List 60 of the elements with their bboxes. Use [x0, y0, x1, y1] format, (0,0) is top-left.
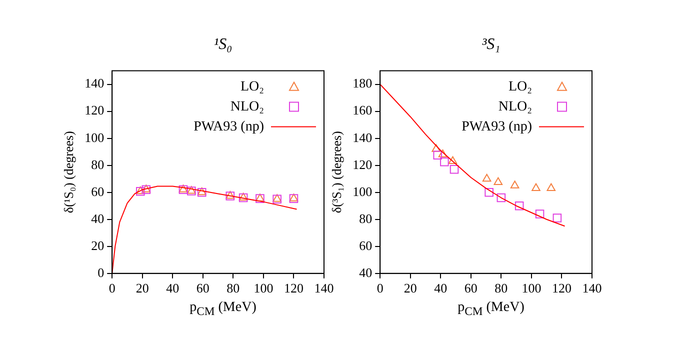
x-axis-title: p$_{CM}$ (MeV) [456, 300, 526, 318]
y-tick-label: 40 [359, 264, 372, 280]
x-tick-label: 60 [464, 280, 478, 296]
x-tick-label: 40 [434, 280, 448, 296]
point [432, 144, 440, 152]
x-tick-label: 60 [196, 280, 210, 296]
y-tick-label: 60 [359, 238, 372, 253]
x-tick-label: 20 [404, 280, 417, 296]
x-tick-label: 80 [494, 280, 508, 296]
point [433, 150, 442, 160]
point [450, 165, 459, 174]
y-tick-label: 100 [84, 130, 104, 145]
point [438, 150, 448, 158]
point [532, 183, 540, 192]
point [484, 188, 494, 197]
y-tick-label: 120 [84, 102, 104, 118]
y-tick-label: 120 [352, 156, 372, 172]
legend-label: PWA93 (np) [194, 119, 264, 134]
y-axis-title: δ(³S₁) (degrees) [329, 131, 344, 214]
chart-title: ³S₁ [480, 36, 502, 55]
x-axis-title: p$_{CM}$ (MeV) [188, 300, 258, 318]
point [535, 210, 544, 218]
y-tick-label: 180 [352, 76, 372, 91]
legend-label: NLO₂ [498, 99, 532, 114]
y-tick-label: 80 [91, 156, 104, 172]
point [448, 156, 458, 164]
legend-label: LO₂ [508, 79, 532, 94]
point [546, 183, 556, 192]
y-axis-title: δ(¹S₀) (degrees) [61, 131, 76, 214]
legend-label: NLO₂ [230, 99, 264, 114]
legend-label: PWA93 (np) [462, 119, 532, 134]
x-tick-label: 20 [136, 280, 149, 296]
point [440, 157, 449, 166]
y-tick-label: 80 [359, 210, 372, 226]
x-tick-label: 140 [582, 280, 602, 296]
y-tick-label: 140 [84, 76, 104, 91]
x-tick-label: 40 [166, 280, 180, 296]
x-tick-label: 0 [108, 280, 116, 296]
y-tick-label: 20 [91, 238, 104, 253]
point [514, 201, 524, 210]
x-tick-label: 100 [522, 280, 542, 296]
y-tick-label: 40 [91, 210, 104, 226]
legend-label: LO₂ [240, 79, 264, 94]
point [552, 214, 562, 222]
x-tick-label: 100 [254, 280, 274, 296]
chart-title: ¹S₀ [212, 36, 234, 55]
point [510, 180, 520, 188]
x-tick-label: 120 [284, 280, 304, 296]
point [496, 193, 506, 202]
point [482, 174, 492, 182]
x-tick-label: 80 [226, 280, 240, 296]
y-tick-label: 140 [352, 130, 372, 145]
x-tick-label: 120 [552, 280, 572, 296]
y-tick-label: 160 [352, 102, 372, 118]
x-tick-label: 0 [376, 280, 384, 296]
y-tick-label: 0 [98, 264, 104, 280]
y-tick-label: 100 [352, 184, 372, 199]
point [494, 177, 503, 185]
y-tick-label: 60 [91, 184, 104, 199]
x-tick-label: 140 [314, 280, 334, 296]
